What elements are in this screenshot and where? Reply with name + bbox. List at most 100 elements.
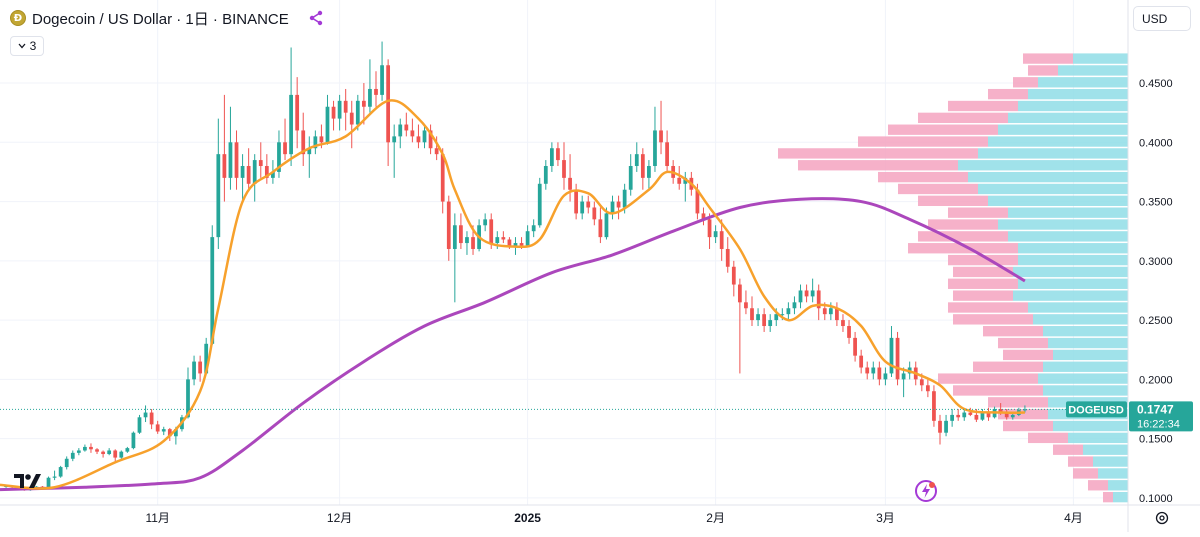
volume-profile-bar-up [1013, 266, 1128, 278]
volume-profile-bar-down [918, 195, 988, 206]
candle-body [119, 451, 124, 458]
candle-body [155, 424, 160, 432]
x-tick-label: 12月 [327, 511, 352, 525]
candle-body [628, 166, 633, 190]
volume-profile-bar-down [888, 124, 998, 135]
candle [89, 443, 93, 453]
volume-profile-bar-down [1013, 77, 1038, 88]
candle-body [859, 355, 864, 368]
candle [70, 450, 75, 462]
candle-body [780, 314, 785, 316]
candle-body [549, 148, 554, 167]
candle [501, 231, 506, 244]
candle [932, 385, 936, 427]
candle [483, 213, 488, 232]
candle-body [816, 290, 821, 309]
volume-profile-bar-up [1043, 326, 1128, 337]
currency-selector[interactable]: USD [1133, 6, 1191, 31]
tradingview-logo[interactable] [14, 472, 48, 495]
volume-profile-bar-down [953, 266, 1013, 278]
candle-body [744, 302, 748, 309]
candle-body [677, 177, 682, 184]
candle [325, 94, 330, 145]
candle-body [386, 65, 391, 143]
symbol-title[interactable]: Dogecoin / US Dollar · 1日 · BINANCE [32, 10, 289, 28]
volume-profile-bar-down [998, 337, 1048, 349]
volume-profile-bar-up [1093, 456, 1128, 467]
candle-body [737, 284, 742, 303]
candle-body [1004, 412, 1009, 418]
candle [428, 124, 433, 155]
candle [938, 414, 942, 445]
ma-fast-line [0, 99, 1025, 490]
candle-body [634, 154, 639, 167]
candle-body [204, 343, 209, 374]
y-tick-label: 0.3500 [1139, 197, 1173, 209]
volume-profile-bar-down [953, 385, 1043, 396]
candle [731, 260, 736, 297]
last-price-label: 0.1747 [1137, 402, 1174, 416]
candle [640, 148, 645, 190]
volume-profile-bar-down [1103, 491, 1113, 503]
indicators-toggle[interactable]: 3 [10, 36, 44, 56]
candle [240, 154, 245, 202]
volume-profile-bar-up [1108, 480, 1128, 491]
candle-body [962, 412, 967, 418]
candle-body [380, 65, 384, 95]
candle-body [804, 290, 809, 297]
candle [277, 130, 281, 178]
candle [137, 414, 142, 434]
candle-body [762, 314, 767, 327]
candle [592, 201, 597, 226]
price-tag: DOGEUSD 0.1747 16:22:34 [0, 401, 1193, 432]
candle [398, 118, 403, 149]
volume-profile-bar-up [1048, 337, 1128, 349]
volume-profile-bar-down [1053, 444, 1083, 455]
candle [361, 83, 366, 125]
candle-body [841, 320, 845, 327]
candle-body [416, 136, 421, 143]
candle [525, 225, 530, 247]
chevron-down-icon [18, 43, 26, 49]
volume-profile-bar-down [948, 207, 1008, 218]
candle-body [828, 308, 833, 315]
share-button[interactable] [305, 7, 327, 29]
candle [750, 296, 754, 327]
volume-profile-bar-down [1068, 456, 1093, 467]
candle-body [950, 414, 955, 421]
volume-profile-bar-up [958, 160, 1128, 171]
candle [198, 355, 203, 382]
volume-profile-bar-up [988, 136, 1128, 147]
candle-body [768, 320, 773, 327]
y-tick-label: 0.1500 [1139, 434, 1173, 446]
candle [258, 142, 263, 178]
candle [95, 448, 99, 455]
candle [877, 361, 882, 386]
volume-profile-bar-down [998, 408, 1048, 420]
candle [847, 320, 851, 344]
candle [647, 160, 651, 190]
volume-profile-bar-down [1028, 432, 1068, 444]
candle-body [986, 412, 991, 418]
volume-profile-bar-up [1008, 112, 1128, 124]
candle-body [228, 142, 233, 178]
settings-button[interactable] [1154, 510, 1170, 526]
candle-body [295, 94, 300, 131]
flash-news-button[interactable] [914, 479, 938, 503]
candle [76, 448, 81, 456]
ma-slow-line [0, 197, 1026, 492]
candle-body [847, 326, 851, 338]
candle-body [234, 142, 239, 178]
volume-profile-bar-down [908, 243, 1018, 254]
volume-profile-bar-up [1083, 444, 1128, 455]
candle [380, 41, 384, 101]
candle [556, 142, 560, 167]
candle [986, 407, 991, 421]
symbol-tag [1066, 401, 1127, 418]
candle [331, 100, 336, 131]
candle-body [835, 308, 839, 321]
candle-body [604, 213, 609, 238]
price-tag-box [1129, 401, 1193, 432]
